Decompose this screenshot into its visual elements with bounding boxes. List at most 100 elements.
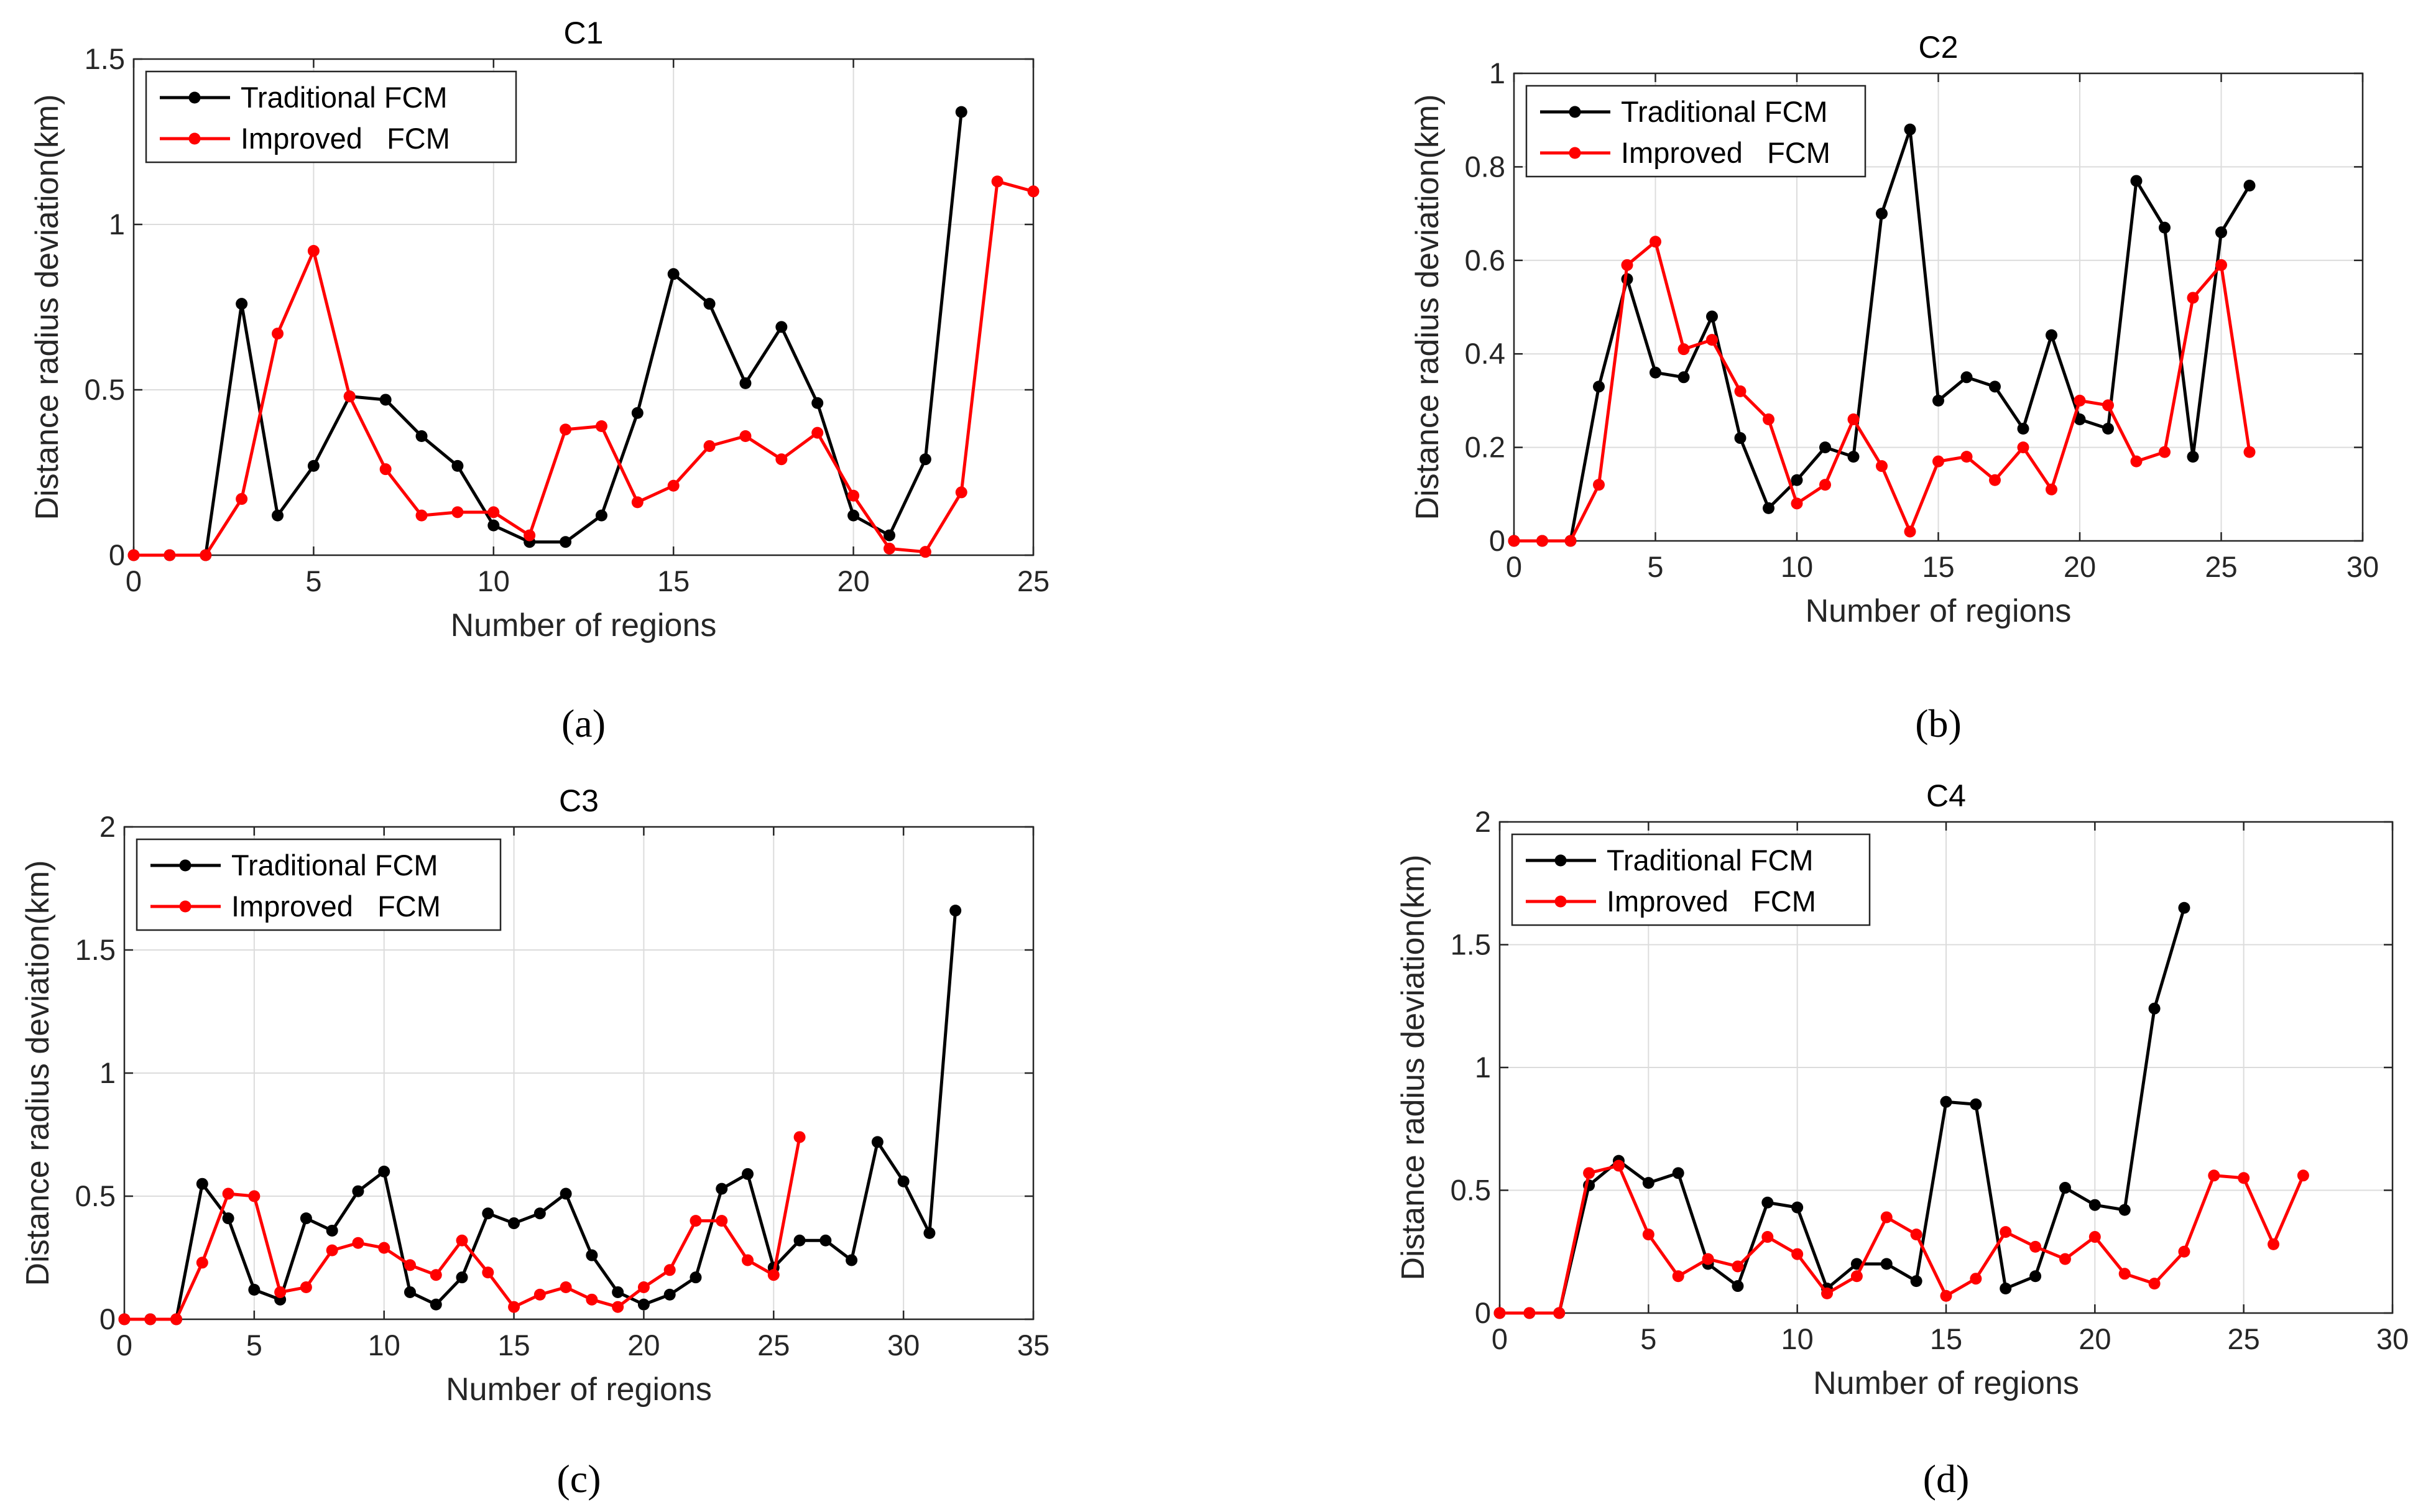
data-point [222,1187,234,1200]
x-tick-label: 25 [1017,565,1050,597]
data-point [1761,1196,1774,1209]
data-point [200,549,212,561]
data-point [919,453,931,466]
data-point [2297,1169,2309,1182]
data-point [508,1301,520,1313]
data-point [1702,1253,1714,1265]
series-line [1500,1164,2305,1315]
data-point [300,1281,312,1294]
data-point [2130,455,2143,468]
chart-title: C3 [559,783,599,818]
data-point [1876,460,1888,472]
data-point [742,1168,754,1180]
data-point [2118,1204,2131,1216]
x-tick-label: 5 [1647,550,1663,583]
data-point [451,459,464,472]
data-point [1970,1098,1982,1110]
chart-c1: 0 5 10 15 20 25 0 0.5 1 1.5 C1 Number of regions Dis… [29,16,1050,745]
data-point [1819,479,1831,491]
y-tick-label: 0 [1489,524,1505,557]
data-point [793,1234,806,1247]
chart-c3: 0 5 10 15 20 25 30 35 0 0.5 1 1.5 2 C3 Number of regio… [20,783,1050,1501]
y-tick-label: 1.5 [1451,928,1491,961]
chart-title: C1 [564,16,604,50]
series-traditional-fcm [1508,123,2256,547]
data-point [1536,535,1548,547]
data-point [451,506,464,519]
data-point [846,1254,858,1266]
data-point [326,1244,338,1256]
data-point [2074,413,2086,425]
data-point [274,1286,287,1298]
data-point [1989,380,2001,393]
legend-label: Traditional FCM [1621,95,1828,128]
legend-swatch-marker [179,900,192,913]
data-point [1910,1275,1922,1288]
data-point [1791,497,1803,510]
data-point [2243,179,2256,191]
data-point [612,1286,624,1298]
data-point [415,509,428,522]
data-point [404,1259,416,1271]
data-point [1940,1095,1952,1108]
data-point [1880,1258,1893,1270]
data-point [430,1298,442,1311]
x-tick-label: 0 [116,1329,132,1362]
data-point [560,423,572,436]
data-point [1904,525,1916,538]
x-tick-label: 30 [2346,550,2379,583]
series-traditional-fcm [127,106,967,561]
data-point [2187,451,2199,463]
data-point [300,1212,312,1225]
legend-swatch-marker [188,91,201,104]
y-tick-label: 0.8 [1465,150,1505,183]
data-point [487,506,500,519]
data-point [533,1207,546,1220]
data-point [508,1217,520,1230]
data-point [2243,446,2256,458]
data-point [897,1175,910,1187]
chart-title: C2 [1919,30,1959,65]
x-tick-label: 20 [2064,550,2096,583]
data-point [2000,1283,2012,1294]
data-point [1932,455,1944,468]
series-improved-fcm [1493,1159,2309,1319]
data-point [343,390,356,403]
legend-swatch-marker [1569,106,1581,118]
chart-c2: 0 5 10 15 20 25 30 0 0.2 0.4 0.6 0.8 1 C2 Number of re… [1410,30,2379,745]
data-point [1847,451,1860,463]
subfigure-caption: (c) [556,1457,601,1501]
y-tick-label: 1 [99,1056,116,1089]
legend-box [145,70,517,164]
data-point [533,1288,546,1301]
data-point [595,509,607,522]
data-point [703,440,716,452]
legend-label: Improved FCM [241,122,450,155]
data-point [949,905,962,917]
data-point [2215,226,2227,239]
y-axis-label: Distance radius deviation(km) [20,860,56,1286]
data-point [352,1237,364,1249]
x-tick-label: 0 [126,565,142,597]
data-point [2215,259,2227,271]
x-axis-label: Number of regions [446,1371,712,1408]
data-point [2148,1002,2161,1015]
data-point [1523,1307,1536,1319]
x-tick-label: 10 [1781,1322,1814,1355]
data-point [1706,310,1718,323]
legend-label: Traditional FCM [231,849,438,882]
y-axis-label: Distance radius deviation(km) [1410,94,1446,520]
series-improved-fcm [118,1131,806,1325]
data-point [2102,399,2114,412]
data-point [1677,371,1690,384]
data-point [1850,1258,1863,1270]
data-point [690,1271,702,1284]
x-tick-label: 15 [1922,550,1954,583]
series-line [134,111,963,557]
data-point [1763,502,1774,514]
data-point [2118,1268,2131,1280]
data-point [767,1269,780,1281]
plot-frame [123,826,1035,1321]
data-point [2178,1245,2190,1258]
